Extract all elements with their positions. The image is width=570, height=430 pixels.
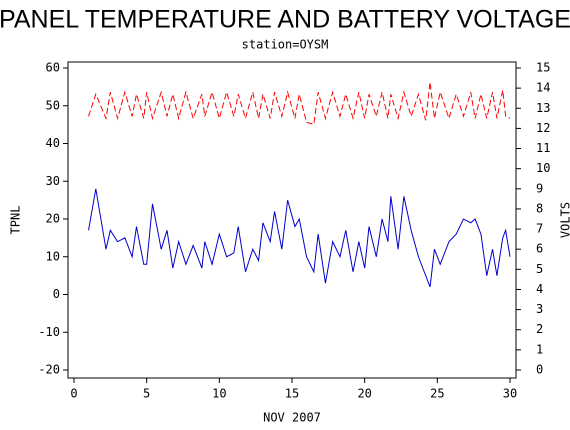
plot-frame <box>67 61 517 379</box>
y-tick-label: 10 <box>46 249 60 263</box>
x-tick-label: 20 <box>357 387 371 401</box>
y2-tick-label: 14 <box>536 81 550 95</box>
y2-tick-label: 12 <box>536 121 550 135</box>
y-tick-label: 0 <box>53 287 60 301</box>
y2-tick-label: 6 <box>536 242 543 256</box>
y-axis-label: TPNL <box>9 206 23 235</box>
y2-tick-label: 2 <box>536 322 543 336</box>
y-tick-label: -20 <box>38 363 60 377</box>
y-tick-label: 20 <box>46 212 60 226</box>
x-tick-label: 15 <box>285 387 299 401</box>
y-tick-label: 40 <box>46 136 60 150</box>
chart-subtitle: station=OYSM <box>242 38 329 52</box>
y2-tick-label: 0 <box>536 363 543 377</box>
y2-tick-label: 5 <box>536 262 543 276</box>
series-line <box>88 82 511 126</box>
y2-tick-label: 10 <box>536 161 550 175</box>
y2-tick-label: 1 <box>536 342 543 356</box>
y2-tick-label: 11 <box>536 141 550 155</box>
x-axis-label: NOV 2007 <box>263 411 321 425</box>
x-tick-label: 10 <box>212 387 226 401</box>
y2-tick-label: 9 <box>536 181 543 195</box>
y2-axis-label: VOLTS <box>559 202 570 238</box>
y2-tick-label: 3 <box>536 302 543 316</box>
y2-tick-label: 8 <box>536 201 543 215</box>
y-tick-label: 60 <box>46 61 60 75</box>
y2-tick-label: 4 <box>536 282 543 296</box>
series-line <box>88 188 511 288</box>
x-tick-label: 30 <box>503 387 517 401</box>
y-tick-label: 50 <box>46 98 60 112</box>
y-tick-label: 30 <box>46 174 60 188</box>
y2-tick-label: 15 <box>536 61 550 75</box>
x-tick-label: 25 <box>430 387 444 401</box>
chart-title: PANEL TEMPERATURE AND BATTERY VOLTAGE <box>0 6 570 34</box>
x-tick-label: 0 <box>70 387 77 401</box>
y-tick-label: -10 <box>38 325 60 339</box>
y2-tick-label: 13 <box>536 101 550 115</box>
y2-tick-label: 7 <box>536 222 543 236</box>
x-tick-label: 5 <box>143 387 150 401</box>
